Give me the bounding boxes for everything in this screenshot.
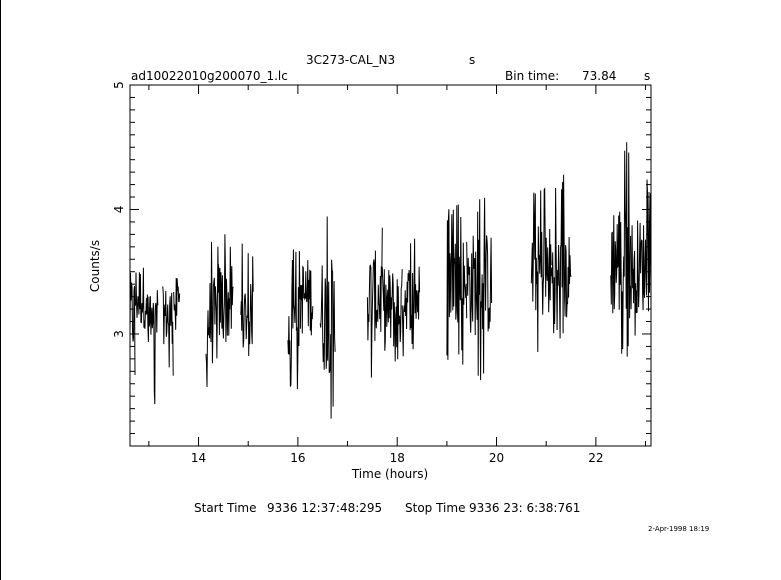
light-curve-segment xyxy=(466,197,493,381)
light-curve-segment xyxy=(299,260,314,336)
bin-time-value: 73.84 xyxy=(582,69,617,83)
plot-frame xyxy=(129,84,652,447)
file-name: ad10022010g200070_1.lc xyxy=(131,69,288,83)
light-curve-segment xyxy=(530,187,552,353)
light-curve-segment xyxy=(319,216,336,419)
x-tick-label: 16 xyxy=(290,451,305,465)
x-tick-label: 14 xyxy=(191,451,206,465)
light-curve-segment xyxy=(446,204,468,365)
start-time-value: 9336 12:37:48:295 xyxy=(267,501,383,515)
light-curve-segment xyxy=(366,227,383,378)
light-curve-segment xyxy=(610,142,632,357)
light-curve-segment xyxy=(173,277,181,330)
y-tick-label: 5 xyxy=(112,81,126,89)
light-curve-segment xyxy=(381,267,403,362)
light-curve-segment xyxy=(134,267,147,329)
light-curve-segment xyxy=(287,249,301,390)
x-tick-label: 22 xyxy=(588,451,603,465)
left-window-edge xyxy=(0,0,1,580)
start-time-label: Start Time xyxy=(194,501,257,515)
plot-timestamp: 2-Apr-1998 18:19 xyxy=(648,525,710,533)
light-curve-segment xyxy=(240,243,254,357)
x-tick-label: 20 xyxy=(489,451,504,465)
y-tick-label: 4 xyxy=(112,206,126,214)
stop-time-value: 9336 23: 6:38:761 xyxy=(469,501,581,515)
light-curve-segment xyxy=(401,238,421,357)
x-tick-label: 18 xyxy=(390,451,405,465)
bin-time-unit: s xyxy=(644,69,651,83)
light-curve-segment xyxy=(145,290,159,405)
light-curve-segment xyxy=(205,241,219,388)
stop-time-label: Stop Time xyxy=(405,501,466,515)
y-tick-label: 3 xyxy=(112,330,126,338)
light-curve-segment xyxy=(630,179,652,336)
object-unit: s xyxy=(469,53,476,67)
y-axis-label: Counts/s xyxy=(88,240,102,292)
x-axis-label: Time (hours) xyxy=(351,467,428,481)
light-curve-segment xyxy=(129,272,136,376)
object-name: 3C273-CAL_N3 xyxy=(306,53,396,67)
light-curve-segment xyxy=(550,174,572,339)
light-curve-segment xyxy=(162,286,174,376)
light-curve-segment xyxy=(217,234,234,343)
bin-time-label: Bin time: xyxy=(505,69,560,83)
